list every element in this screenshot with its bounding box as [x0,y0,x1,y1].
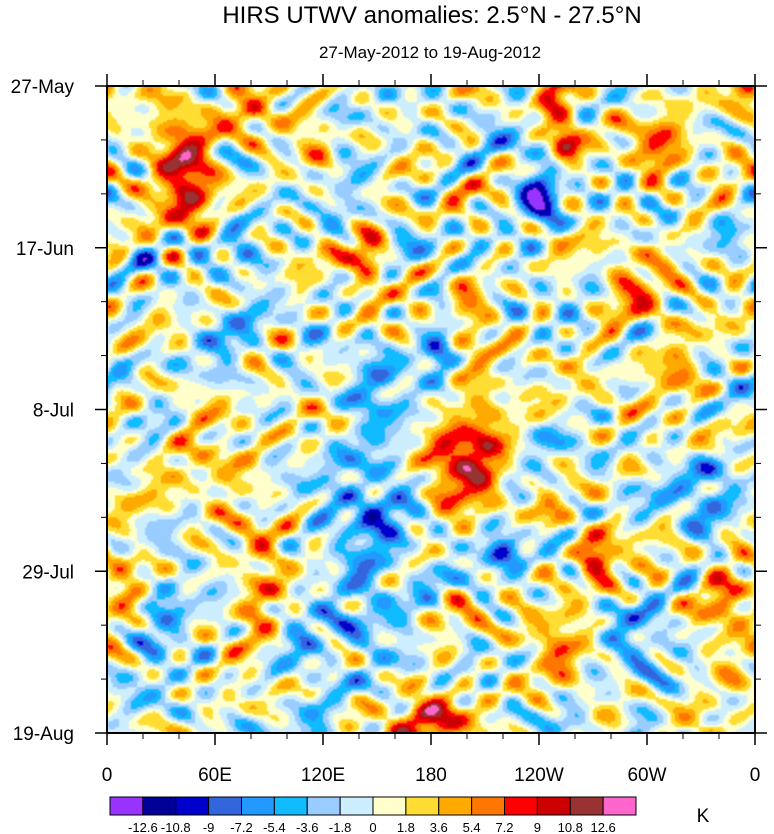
anomaly-field [107,86,755,733]
colorbar-level-label: 3.6 [430,820,448,834]
y-axis: 27-May 17-Jun 8-Jul 29-Jul 19-Aug [11,77,767,745]
colorbar-swatch [109,796,144,816]
colorbar-swatch [339,796,374,816]
colorbar-level-label: -5.4 [263,820,285,834]
colorbar-swatch [273,796,308,816]
plot-area [106,85,756,734]
colorbar: -12.6 -10.8 -9 -7.2 -5.4 -3.6 -1.8 0 1.8 3.6 5.4 7.… [109,796,637,834]
colorbar-level-label: -7.2 [230,820,252,834]
colorbar-swatch [471,796,505,816]
colorbar-swatch [602,796,637,816]
colorbar-level-label: -12.6 [128,820,158,834]
colorbar-swatch [504,796,538,816]
colorbar-swatch [208,796,242,816]
x-tick-label: 60W [627,765,666,786]
colorbar-level-label: 1.8 [397,820,415,834]
colorbar-swatch [438,796,473,816]
colorbar-level-label: 9 [534,820,541,834]
colorbar-swatch [536,796,571,816]
colorbar-swatch [175,796,210,816]
colorbar-swatch [569,796,604,816]
colorbar-level-label: 0 [369,820,376,834]
y-tick-label: 29-Jul [22,562,74,583]
chart-title: HIRS UTWV anomalies: 2.5°N - 27.5°N [222,2,641,29]
x-tick-label: 0 [102,765,113,786]
colorbar-level-label: 7.2 [495,820,513,834]
colorbar-swatch [405,796,440,816]
x-tick-label: 60E [198,765,232,786]
x-tick-label: 120W [514,765,564,786]
x-tick-label: 0 [750,765,761,786]
y-tick-label: 27-May [11,77,75,98]
colorbar-level-label: 5.4 [463,820,481,834]
colorbar-swatch [241,796,275,816]
y-tick-label: 17-Jun [16,239,74,260]
colorbar-swatch [142,796,177,816]
x-tick-label: 120E [301,765,345,786]
colorbar-unit-label: K [697,806,710,827]
y-tick-label: 19-Aug [13,724,74,745]
colorbar-level-label: 10.8 [558,820,583,834]
chart-subtitle: 27-May-2012 to 19-Aug-2012 [319,43,541,62]
colorbar-level-label: -3.6 [296,820,318,834]
colorbar-swatch [306,796,341,816]
x-axis: 0 60E 120E 180 120W 60W 0 [102,74,761,786]
colorbar-level-label: -1.8 [329,820,351,834]
colorbar-level-label: -9 [203,820,215,834]
colorbar-level-label: -10.8 [161,820,191,834]
x-tick-label: 180 [415,765,447,786]
colorbar-swatch [372,796,407,816]
colorbar-level-label: 12.6 [590,820,615,834]
y-tick-label: 8-Jul [33,401,74,422]
